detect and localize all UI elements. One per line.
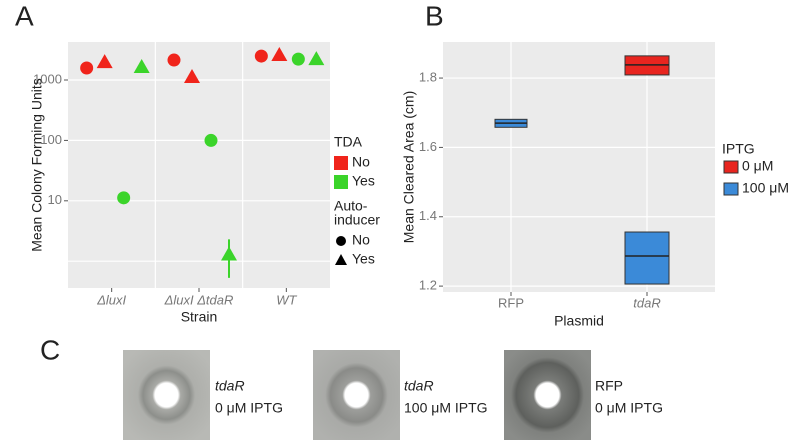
- point: [184, 69, 200, 84]
- legend-swatch: [723, 160, 739, 174]
- point: [308, 51, 325, 66]
- point: [291, 52, 305, 66]
- legend-swatch: [334, 175, 348, 189]
- point: [133, 59, 150, 74]
- x-tick-label: WT: [276, 292, 297, 307]
- y-tick-label: 1.6: [419, 139, 437, 154]
- point: [167, 53, 181, 67]
- image-caption: RFP: [595, 378, 623, 394]
- panel-label: B: [425, 0, 444, 31]
- y-tick-label: 1.4: [419, 208, 437, 223]
- point: [271, 47, 288, 62]
- x-tick-label: ΔluxI: [96, 292, 126, 307]
- legend-swatch: [336, 236, 346, 246]
- point: [96, 54, 113, 69]
- y-tick-label: 1000: [33, 71, 62, 86]
- x-axis-label: Plasmid: [554, 313, 604, 329]
- plate-photo: [504, 350, 591, 440]
- legend-title: IPTG: [722, 141, 755, 157]
- plot-background: [443, 42, 715, 292]
- y-tick-label: 100: [40, 132, 62, 147]
- legend-title: inducer: [334, 212, 380, 228]
- point: [254, 49, 268, 63]
- x-axis-label: Strain: [181, 309, 218, 325]
- plate-photo: [313, 350, 400, 440]
- legend-swatch: [334, 156, 348, 170]
- point: [204, 133, 218, 147]
- point: [80, 61, 94, 75]
- y-axis-label: Mean Colony Forming Units: [29, 78, 45, 252]
- panel-label: A: [15, 0, 34, 31]
- y-tick-label: 1.8: [419, 69, 437, 84]
- legend-label: No: [352, 232, 370, 248]
- legend-label: Yes: [352, 173, 375, 189]
- y-axis-label: Mean Cleared Area (cm): [401, 91, 417, 244]
- image-caption: 100 μM IPTG: [404, 400, 488, 416]
- image-caption: tdaR: [404, 378, 434, 394]
- y-tick-label: 10: [48, 192, 62, 207]
- x-tick-label: tdaR: [633, 295, 660, 310]
- y-tick-label: 1.2: [419, 278, 437, 293]
- legend-label: No: [352, 154, 370, 170]
- plate-photo: [123, 350, 210, 440]
- image-caption: tdaR: [215, 378, 245, 394]
- legend-label: Yes: [352, 251, 375, 267]
- legend-label: 100 μM: [742, 180, 789, 196]
- box: [624, 231, 670, 285]
- image-caption: 0 μM IPTG: [215, 400, 283, 416]
- legend-label: 0 μM: [742, 158, 773, 174]
- legend-swatch: [723, 182, 739, 196]
- legend-title: TDA: [334, 134, 363, 150]
- x-tick-label: RFP: [498, 295, 524, 310]
- legend-title: Auto-: [334, 198, 368, 214]
- legend-swatch: [335, 254, 347, 265]
- x-tick-label: ΔluxI ΔtdaR: [164, 292, 234, 307]
- image-caption: 0 μM IPTG: [595, 400, 663, 416]
- plot-background: [68, 42, 330, 288]
- panel-label: C: [40, 334, 60, 365]
- point: [117, 191, 131, 205]
- point: [221, 246, 237, 261]
